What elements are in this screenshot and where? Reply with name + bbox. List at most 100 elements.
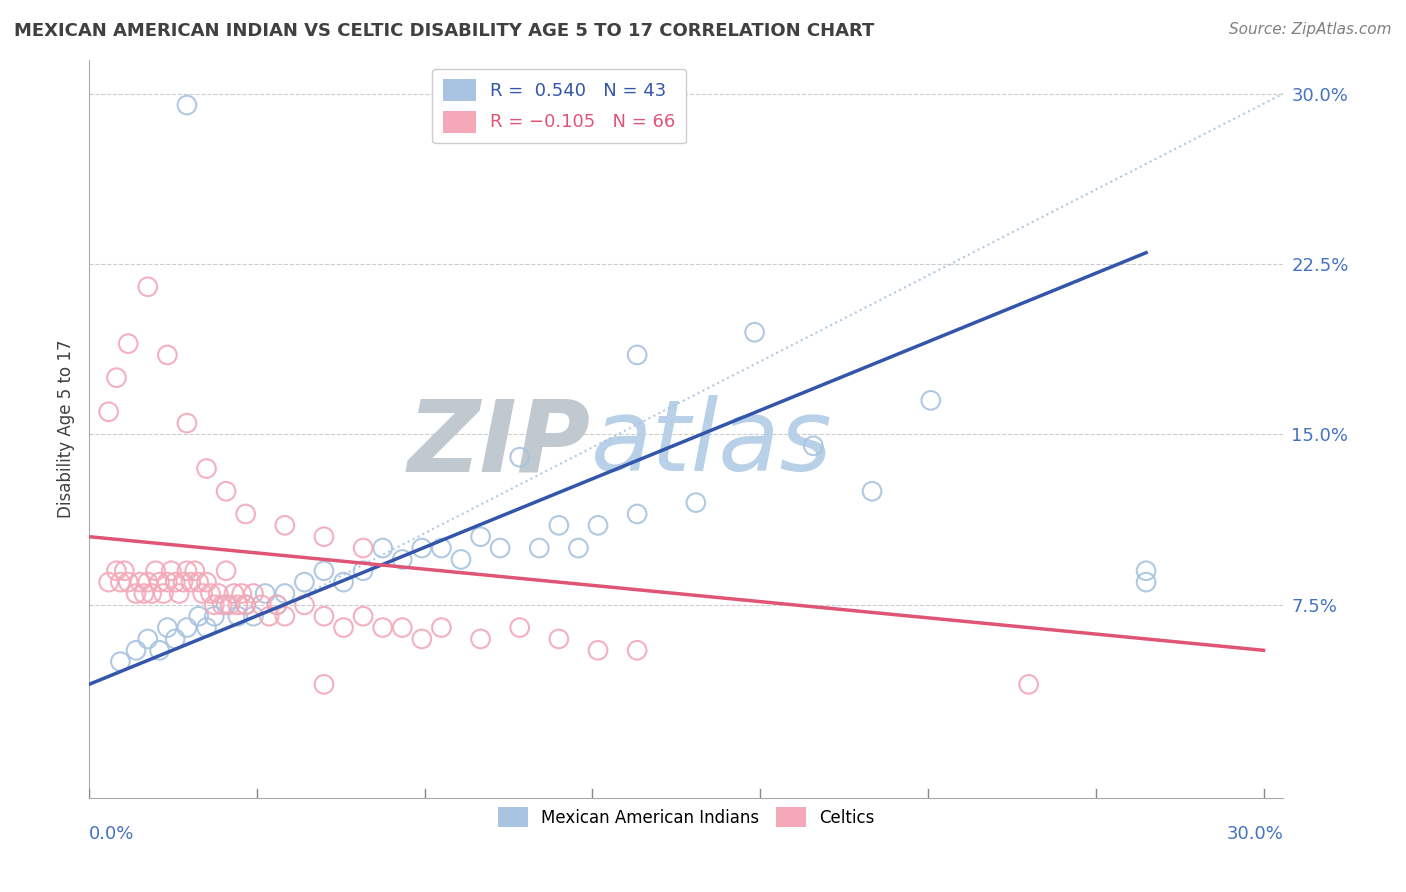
Point [202, 609, 225, 624]
Point [509, 621, 531, 635]
Point [509, 450, 531, 465]
Point [430, 541, 453, 555]
Point [920, 393, 942, 408]
Point [202, 598, 225, 612]
Point [176, 416, 198, 430]
Point [626, 507, 648, 521]
Point [801, 439, 824, 453]
Point [860, 484, 883, 499]
Point [1135, 564, 1157, 578]
Point [105, 370, 128, 384]
Point [352, 564, 374, 578]
Text: MEXICAN AMERICAN INDIAN VS CELTIC DISABILITY AGE 5 TO 17 CORRELATION CHART: MEXICAN AMERICAN INDIAN VS CELTIC DISABI… [14, 22, 875, 40]
Point [586, 643, 609, 657]
Point [195, 575, 218, 590]
Point [176, 564, 198, 578]
Point [254, 586, 277, 600]
Point [148, 643, 170, 657]
Point [352, 541, 374, 555]
Point [586, 518, 609, 533]
Point [219, 598, 242, 612]
Point [222, 586, 245, 600]
Point [132, 586, 155, 600]
Point [312, 564, 335, 578]
Point [180, 575, 202, 590]
Point [215, 564, 238, 578]
Point [136, 632, 159, 646]
Point [165, 575, 187, 590]
Point [200, 586, 222, 600]
Point [274, 609, 297, 624]
Point [292, 575, 315, 590]
Point [195, 461, 218, 475]
Point [685, 495, 707, 509]
Point [156, 348, 179, 362]
Point [274, 518, 297, 533]
Point [371, 621, 394, 635]
Point [191, 586, 214, 600]
Point [1135, 575, 1157, 590]
Point [215, 484, 238, 499]
Point [242, 609, 264, 624]
Point [371, 541, 394, 555]
Point [167, 586, 190, 600]
Point [97, 575, 120, 590]
Point [1018, 677, 1040, 691]
Point [176, 621, 198, 635]
Point [450, 552, 472, 566]
Point [165, 632, 187, 646]
Point [211, 598, 233, 612]
Point [136, 280, 159, 294]
Point [266, 598, 288, 612]
Point [626, 348, 648, 362]
Point [266, 598, 288, 612]
Point [274, 586, 297, 600]
Point [257, 609, 280, 624]
Text: Source: ZipAtlas.com: Source: ZipAtlas.com [1229, 22, 1392, 37]
Point [156, 621, 179, 635]
Point [156, 575, 179, 590]
Legend: Mexican American Indians, Celtics: Mexican American Indians, Celtics [491, 800, 882, 834]
Point [136, 575, 159, 590]
Point [470, 632, 492, 646]
Point [231, 586, 253, 600]
Point [110, 575, 132, 590]
Point [242, 586, 264, 600]
Point [125, 643, 148, 657]
Point [152, 586, 174, 600]
Point [235, 507, 257, 521]
Point [744, 325, 766, 339]
Point [489, 541, 512, 555]
Point [626, 643, 648, 657]
Point [145, 564, 167, 578]
Point [184, 564, 207, 578]
Point [547, 632, 569, 646]
Text: atlas: atlas [591, 395, 832, 492]
Point [430, 621, 453, 635]
Point [391, 552, 413, 566]
Point [226, 598, 249, 612]
Point [187, 609, 209, 624]
Point [97, 405, 120, 419]
Point [112, 564, 135, 578]
Point [235, 598, 257, 612]
Point [117, 336, 139, 351]
Point [195, 621, 218, 635]
Point [292, 598, 315, 612]
Point [352, 609, 374, 624]
Point [129, 575, 152, 590]
Point [110, 655, 132, 669]
Point [332, 621, 354, 635]
Point [391, 621, 413, 635]
Point [250, 598, 273, 612]
Point [160, 564, 183, 578]
Point [187, 575, 209, 590]
Text: 0.0%: 0.0% [89, 825, 135, 843]
Point [547, 518, 569, 533]
Point [207, 586, 229, 600]
Point [226, 609, 249, 624]
Point [235, 598, 257, 612]
Point [148, 575, 170, 590]
Point [567, 541, 589, 555]
Point [470, 530, 492, 544]
